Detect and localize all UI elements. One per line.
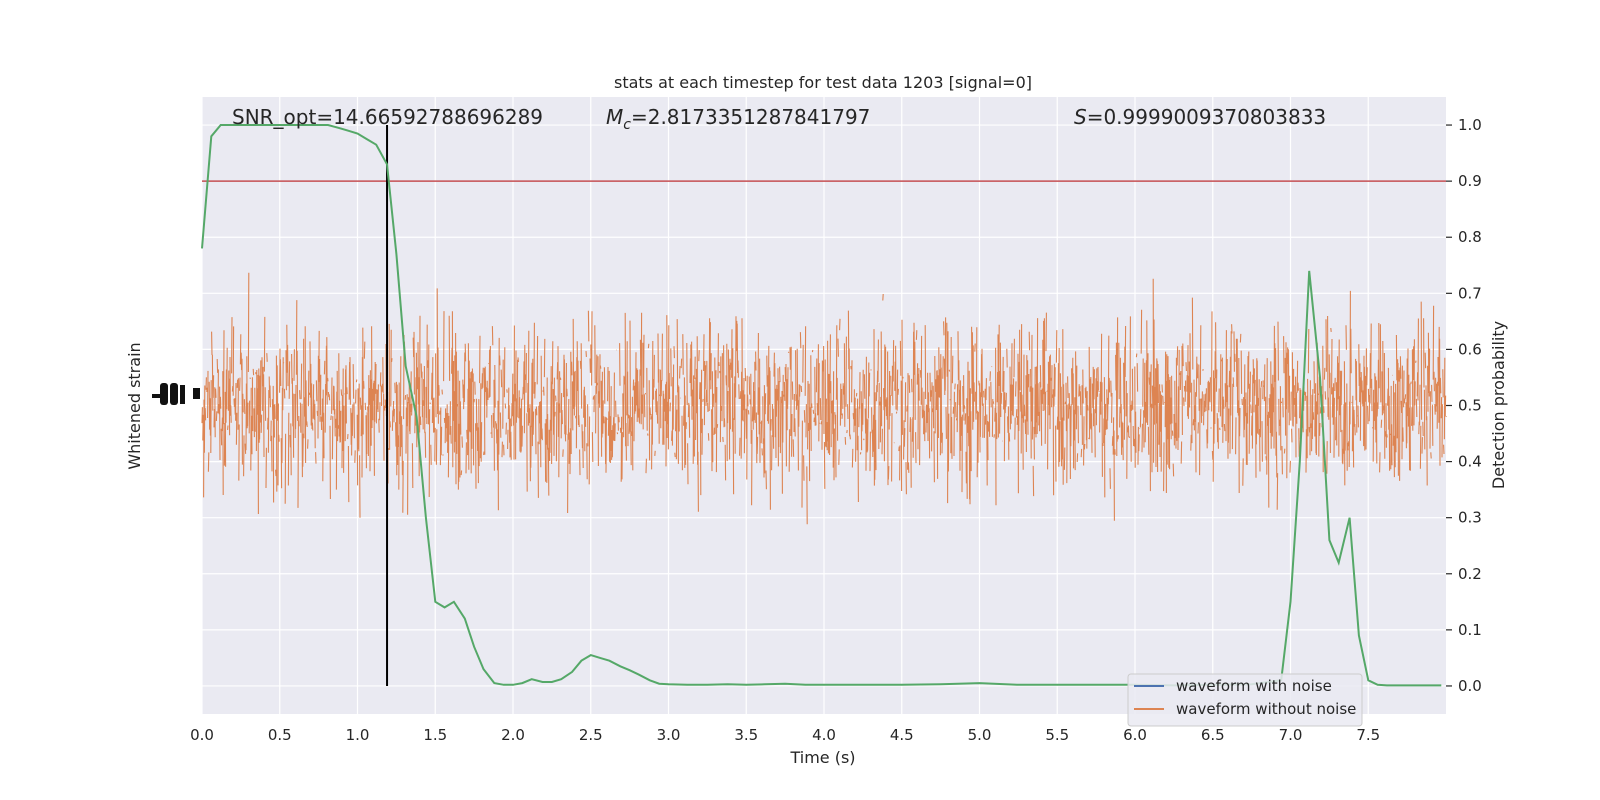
chirp-mass-value: =2.8173351287841797 xyxy=(631,105,870,129)
y-tick-label: 0.6 xyxy=(1458,340,1482,358)
y-tick-label: 0.8 xyxy=(1458,228,1482,246)
waveform-without-noise-trace xyxy=(201,272,1447,525)
x-tick-label: 4.5 xyxy=(890,726,914,744)
legend-box xyxy=(1127,673,1363,727)
legend: waveform with noise waveform without noi… xyxy=(1127,673,1363,727)
y-axis-ticks-right: 0.0 0.1 0.2 0.3 0.4 0.5 0.6 0.7 0.8 0.9 1.0 xyxy=(1446,116,1482,695)
x-tick-label: 4.0 xyxy=(812,726,836,744)
chirp-mass-subscript: c xyxy=(623,117,631,133)
y-tick-label: 0.2 xyxy=(1458,565,1482,583)
chirp-mass-symbol: M xyxy=(606,105,623,129)
x-tick-label: 0.0 xyxy=(190,726,214,744)
x-tick-label: 2.5 xyxy=(579,726,603,744)
chart-title: stats at each timestep for test data 120… xyxy=(614,73,1032,92)
x-tick-label: 3.5 xyxy=(734,726,758,744)
y-axis-label-right: Detection probability xyxy=(1489,321,1508,489)
y-axis-label-left: Whitened strain xyxy=(125,342,144,469)
x-tick-label: 1.0 xyxy=(346,726,370,744)
y-tick-label: 0.1 xyxy=(1458,621,1482,639)
y-tick-label: 0.0 xyxy=(1458,677,1482,695)
chirp-mass-annotation: Mc=2.8173351287841797 xyxy=(606,105,870,133)
y-tick-label: 0.4 xyxy=(1458,453,1482,471)
x-tick-label: 7.5 xyxy=(1356,726,1380,744)
x-axis-label: Time (s) xyxy=(789,748,855,767)
legend-label-without-noise: waveform without noise xyxy=(1176,700,1356,718)
x-tick-label: 1.5 xyxy=(423,726,447,744)
x-tick-label: 5.0 xyxy=(968,726,992,744)
x-tick-label: 6.5 xyxy=(1201,726,1225,744)
legend-label-with-noise: waveform with noise xyxy=(1176,677,1332,695)
y-tick-label: 1.0 xyxy=(1458,116,1482,134)
detection-probability-line xyxy=(201,124,1442,687)
left-axis-stub xyxy=(152,383,200,405)
x-tick-label: 6.0 xyxy=(1123,726,1147,744)
y-tick-label: 0.3 xyxy=(1458,509,1482,527)
x-tick-label: 5.5 xyxy=(1045,726,1069,744)
score-symbol: S xyxy=(1074,105,1087,129)
x-tick-label: 3.0 xyxy=(657,726,681,744)
snr-annotation: SNR_opt=14.66592788696289 xyxy=(232,105,543,129)
y-tick-label: 0.5 xyxy=(1458,397,1482,415)
y-tick-label: 0.7 xyxy=(1458,284,1482,302)
x-tick-label: 7.0 xyxy=(1279,726,1303,744)
y-tick-label: 0.9 xyxy=(1458,172,1482,190)
x-tick-label: 2.0 xyxy=(501,726,525,744)
x-axis-ticks: 0.0 0.5 1.0 1.5 2.0 2.5 3.0 3.5 4.0 4.5 5.0 5.5 6.0 6… xyxy=(190,726,1380,744)
noisy-waveform-band xyxy=(201,272,1447,525)
score-value: =0.9999009370803833 xyxy=(1087,105,1326,129)
score-annotation: S=0.9999009370803833 xyxy=(1074,105,1326,129)
x-tick-label: 0.5 xyxy=(268,726,292,744)
